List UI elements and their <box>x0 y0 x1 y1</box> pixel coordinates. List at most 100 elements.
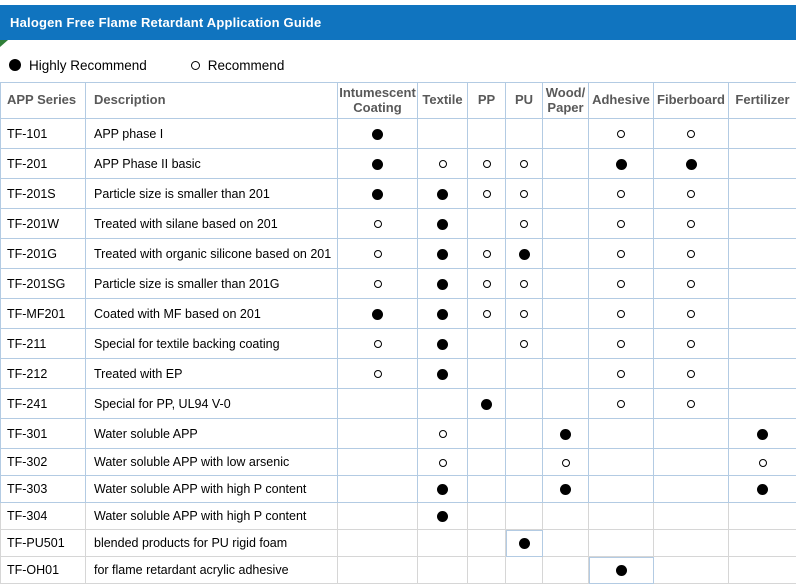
app-series-cell[interactable]: TF-303 <box>0 475 86 503</box>
app-series-cell[interactable]: TF-201 <box>0 148 86 179</box>
mark-cell-intumescent-coating[interactable] <box>337 358 418 389</box>
app-series-cell[interactable]: TF-201SG <box>0 268 86 299</box>
app-series-cell[interactable]: TF-212 <box>0 358 86 389</box>
column-header-fiberboard[interactable]: Fiberboard <box>653 82 729 119</box>
mark-cell-pu[interactable] <box>505 238 543 269</box>
column-header-app-series[interactable]: APP Series <box>0 82 86 119</box>
mark-cell-textile[interactable] <box>417 118 468 149</box>
mark-cell-fiberboard[interactable] <box>653 448 729 476</box>
mark-cell-fertilizer[interactable] <box>728 388 796 419</box>
column-header-description[interactable]: Description <box>85 82 338 119</box>
description-cell[interactable]: Water soluble APP with high P content <box>85 475 338 503</box>
mark-cell-fertilizer[interactable] <box>728 268 796 299</box>
mark-cell-pp[interactable] <box>467 268 506 299</box>
description-cell[interactable]: APP Phase II basic <box>85 148 338 179</box>
mark-cell-pp[interactable] <box>467 556 506 584</box>
mark-cell-pp[interactable] <box>467 148 506 179</box>
mark-cell-pp[interactable] <box>467 328 506 359</box>
mark-cell-intumescent-coating[interactable] <box>337 388 418 419</box>
mark-cell-textile[interactable] <box>417 148 468 179</box>
mark-cell-textile[interactable] <box>417 298 468 329</box>
column-header-pu[interactable]: PU <box>505 82 543 119</box>
mark-cell-intumescent-coating[interactable] <box>337 148 418 179</box>
description-cell[interactable]: Special for textile backing coating <box>85 328 338 359</box>
mark-cell-adhesive[interactable] <box>588 502 654 530</box>
mark-cell-wood-paper[interactable] <box>542 502 589 530</box>
app-series-cell[interactable]: TF-201S <box>0 178 86 209</box>
mark-cell-fiberboard[interactable] <box>653 475 729 503</box>
mark-cell-pp[interactable] <box>467 388 506 419</box>
app-series-cell[interactable]: TF-201W <box>0 208 86 239</box>
mark-cell-textile[interactable] <box>417 556 468 584</box>
mark-cell-textile[interactable] <box>417 268 468 299</box>
column-header-intumescent-coating[interactable]: Intumescent Coating <box>337 82 418 119</box>
mark-cell-fertilizer[interactable] <box>728 475 796 503</box>
mark-cell-pp[interactable] <box>467 358 506 389</box>
mark-cell-pu[interactable] <box>505 298 543 329</box>
mark-cell-pp[interactable] <box>467 118 506 149</box>
mark-cell-textile[interactable] <box>417 418 468 449</box>
mark-cell-fiberboard[interactable] <box>653 328 729 359</box>
description-cell[interactable]: Particle size is smaller than 201G <box>85 268 338 299</box>
mark-cell-adhesive[interactable] <box>588 178 654 209</box>
app-series-cell[interactable]: TF-MF201 <box>0 298 86 329</box>
column-header-adhesive[interactable]: Adhesive <box>588 82 654 119</box>
mark-cell-pu[interactable] <box>505 418 543 449</box>
mark-cell-intumescent-coating[interactable] <box>337 298 418 329</box>
description-cell[interactable]: Particle size is smaller than 201 <box>85 178 338 209</box>
mark-cell-pu[interactable] <box>505 208 543 239</box>
mark-cell-wood-paper[interactable] <box>542 118 589 149</box>
mark-cell-pp[interactable] <box>467 418 506 449</box>
description-cell[interactable]: blended products for PU rigid foam <box>85 529 338 557</box>
mark-cell-wood-paper[interactable] <box>542 418 589 449</box>
mark-cell-fertilizer[interactable] <box>728 358 796 389</box>
mark-cell-textile[interactable] <box>417 502 468 530</box>
mark-cell-intumescent-coating[interactable] <box>337 556 418 584</box>
mark-cell-pp[interactable] <box>467 448 506 476</box>
mark-cell-fertilizer[interactable] <box>728 529 796 557</box>
mark-cell-fertilizer[interactable] <box>728 238 796 269</box>
mark-cell-fertilizer[interactable] <box>728 148 796 179</box>
description-cell[interactable]: for flame retardant acrylic adhesive <box>85 556 338 584</box>
mark-cell-pu[interactable] <box>505 118 543 149</box>
mark-cell-fertilizer[interactable] <box>728 208 796 239</box>
mark-cell-adhesive[interactable] <box>588 298 654 329</box>
mark-cell-adhesive[interactable] <box>588 148 654 179</box>
mark-cell-intumescent-coating[interactable] <box>337 238 418 269</box>
app-series-cell[interactable]: TF-OH01 <box>0 556 86 584</box>
description-cell[interactable]: Water soluble APP with low arsenic <box>85 448 338 476</box>
mark-cell-pu[interactable] <box>505 148 543 179</box>
mark-cell-pu[interactable] <box>505 358 543 389</box>
description-cell[interactable]: Special for PP, UL94 V-0 <box>85 388 338 419</box>
mark-cell-wood-paper[interactable] <box>542 448 589 476</box>
mark-cell-wood-paper[interactable] <box>542 298 589 329</box>
mark-cell-intumescent-coating[interactable] <box>337 118 418 149</box>
mark-cell-pu[interactable] <box>505 475 543 503</box>
mark-cell-textile[interactable] <box>417 328 468 359</box>
mark-cell-wood-paper[interactable] <box>542 178 589 209</box>
mark-cell-adhesive[interactable] <box>588 556 654 584</box>
mark-cell-adhesive[interactable] <box>588 358 654 389</box>
mark-cell-intumescent-coating[interactable] <box>337 529 418 557</box>
mark-cell-pu[interactable] <box>505 388 543 419</box>
mark-cell-pu[interactable] <box>505 328 543 359</box>
app-series-cell[interactable]: TF-211 <box>0 328 86 359</box>
mark-cell-fiberboard[interactable] <box>653 358 729 389</box>
mark-cell-textile[interactable] <box>417 475 468 503</box>
mark-cell-fiberboard[interactable] <box>653 148 729 179</box>
mark-cell-fiberboard[interactable] <box>653 388 729 419</box>
column-header-pp[interactable]: PP <box>467 82 506 119</box>
mark-cell-adhesive[interactable] <box>588 448 654 476</box>
mark-cell-adhesive[interactable] <box>588 475 654 503</box>
mark-cell-textile[interactable] <box>417 448 468 476</box>
mark-cell-pu[interactable] <box>505 448 543 476</box>
mark-cell-fertilizer[interactable] <box>728 502 796 530</box>
app-series-cell[interactable]: TF-304 <box>0 502 86 530</box>
mark-cell-textile[interactable] <box>417 388 468 419</box>
mark-cell-intumescent-coating[interactable] <box>337 448 418 476</box>
mark-cell-adhesive[interactable] <box>588 208 654 239</box>
mark-cell-fertilizer[interactable] <box>728 178 796 209</box>
mark-cell-intumescent-coating[interactable] <box>337 178 418 209</box>
mark-cell-intumescent-coating[interactable] <box>337 328 418 359</box>
mark-cell-fertilizer[interactable] <box>728 118 796 149</box>
